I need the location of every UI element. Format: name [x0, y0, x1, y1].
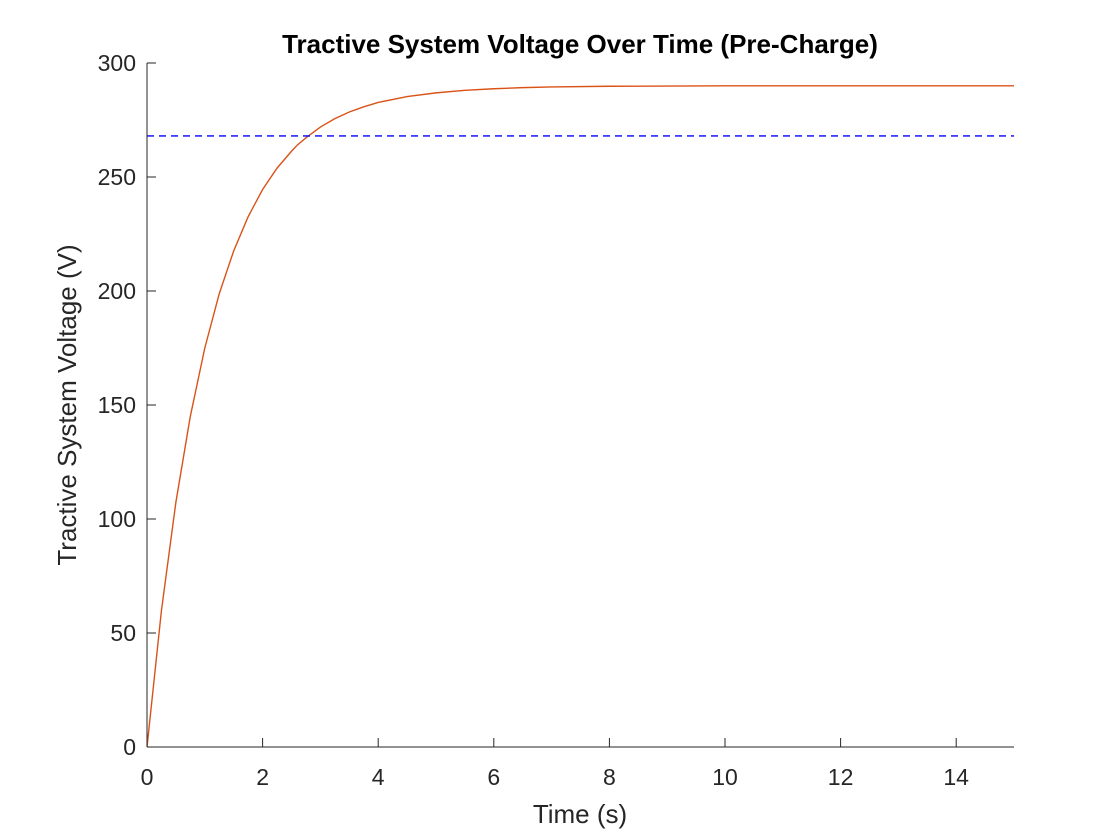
x-tick-label: 10 — [712, 764, 738, 790]
x-tick-label: 14 — [943, 764, 969, 790]
axes: 0 2 4 6 8 10 12 14 0 50 100 150 200 250 300 — [98, 50, 1014, 790]
x-tick-label: 2 — [256, 764, 269, 790]
y-tick-label: 0 — [123, 734, 136, 760]
series-line-1 — [146, 85, 1014, 748]
x-tick-label: 8 — [603, 764, 616, 790]
y-tick-label: 50 — [110, 620, 136, 646]
chart-title: Tractive System Voltage Over Time (Pre-C… — [282, 29, 878, 59]
y-tick-label: 200 — [98, 278, 136, 304]
x-tick-label: 0 — [141, 764, 154, 790]
y-tick-label: 300 — [98, 50, 136, 76]
y-tick-label: 100 — [98, 506, 136, 532]
plot-area — [146, 85, 1014, 748]
x-axis-title: Time (s) — [533, 799, 627, 829]
y-tick-label: 150 — [98, 392, 136, 418]
x-tick-label: 12 — [828, 764, 854, 790]
y-axis-title: Tractive System Voltage (V) — [52, 244, 82, 565]
x-tick-label: 6 — [487, 764, 500, 790]
y-tick-label: 250 — [98, 164, 136, 190]
x-tick-label: 4 — [372, 764, 385, 790]
